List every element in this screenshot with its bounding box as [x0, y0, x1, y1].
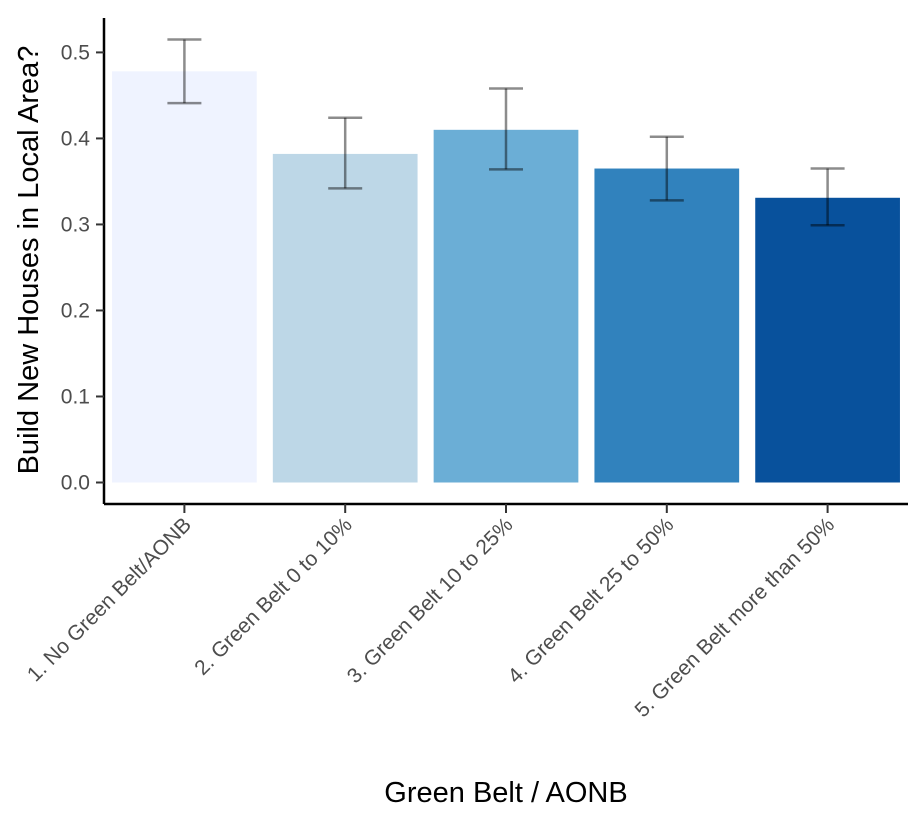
- bar-1: [112, 71, 257, 483]
- x-tick-label: 3. Green Belt 10 to 25%: [343, 513, 518, 688]
- error-bar-4: [649, 135, 684, 202]
- y-tick-label: 0.2: [61, 299, 90, 322]
- y-axis-title: Build New Houses in Local Area?: [13, 46, 45, 475]
- bar-4: [594, 168, 740, 483]
- error-bar-5: [810, 167, 845, 227]
- error-bar-2: [328, 116, 363, 190]
- x-tick-label: 4. Green Belt 25 to 50%: [504, 513, 679, 688]
- bar-2: [272, 153, 418, 483]
- y-ticks-group: 0.0 0.1 0.2 0.3 0.4 0.5: [61, 41, 104, 494]
- x-axis-title: Green Belt / AONB: [384, 777, 627, 809]
- y-tick-label: 0.3: [61, 213, 90, 236]
- error-bar-1: [167, 38, 202, 105]
- error-bar-3: [489, 87, 523, 171]
- error-bars-group: [167, 38, 845, 227]
- y-tick-label: 0.4: [61, 127, 91, 150]
- bar-5: [755, 197, 900, 483]
- x-tick-label: 1. No Green Belt/AONB: [23, 513, 196, 686]
- x-tick-label: 2. Green Belt 0 to 10%: [190, 513, 357, 680]
- bars-group: [112, 71, 900, 483]
- y-tick-label: 0.5: [61, 41, 90, 64]
- bar-3: [433, 129, 579, 483]
- y-tick-label: 0.1: [61, 385, 90, 408]
- y-tick-label: 0.0: [61, 471, 90, 494]
